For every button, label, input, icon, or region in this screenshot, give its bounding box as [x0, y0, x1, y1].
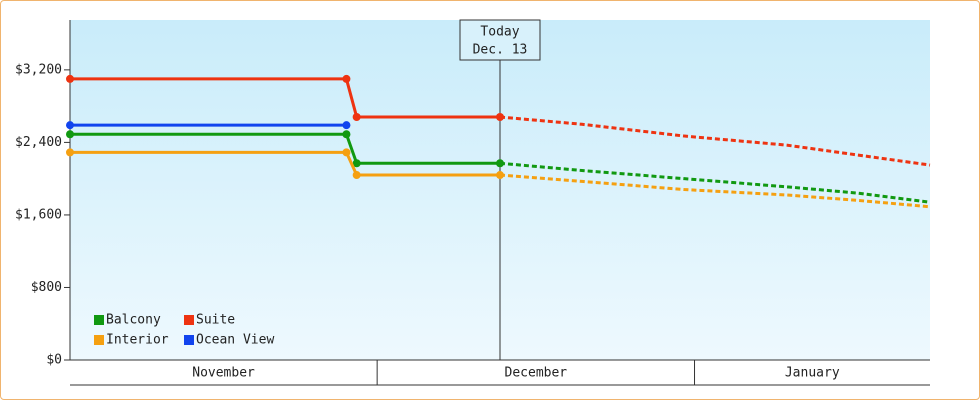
point	[342, 130, 351, 139]
point	[66, 121, 74, 130]
series-line	[70, 77, 500, 119]
point	[342, 121, 351, 130]
legend-label: Ocean View	[196, 333, 274, 348]
point	[66, 130, 74, 139]
point	[342, 74, 351, 83]
point	[342, 148, 351, 157]
y-tick-label: $1,600	[15, 207, 62, 222]
forecast-line	[499, 115, 931, 167]
month-label: January	[785, 366, 840, 381]
today-label: Today	[480, 25, 519, 40]
series-line	[70, 150, 500, 177]
forecast-line	[499, 161, 931, 204]
legend-label: Interior	[106, 333, 169, 348]
today-box	[459, 19, 541, 61]
y-tick-label: $2,400	[15, 135, 62, 150]
series-line	[70, 132, 500, 165]
point	[496, 113, 504, 122]
y-tick-label: $0	[46, 353, 62, 368]
point	[66, 74, 74, 83]
point	[352, 171, 361, 180]
point	[352, 113, 361, 122]
point	[66, 148, 74, 157]
legend-swatch	[184, 335, 194, 345]
legend-label: Suite	[196, 313, 235, 328]
legend-swatch	[184, 315, 194, 325]
y-tick-label: $800	[31, 280, 62, 295]
point	[352, 159, 361, 168]
month-label: November	[192, 366, 255, 381]
legend-swatch	[94, 335, 104, 345]
forecast-line	[499, 173, 931, 209]
y-tick-label: $3,200	[15, 62, 62, 77]
legend-swatch	[94, 315, 104, 325]
month-label: December	[505, 366, 568, 381]
point	[496, 159, 504, 168]
point	[496, 171, 504, 180]
today-date: Dec. 13	[473, 43, 528, 58]
legend-label: Balcony	[106, 313, 161, 328]
